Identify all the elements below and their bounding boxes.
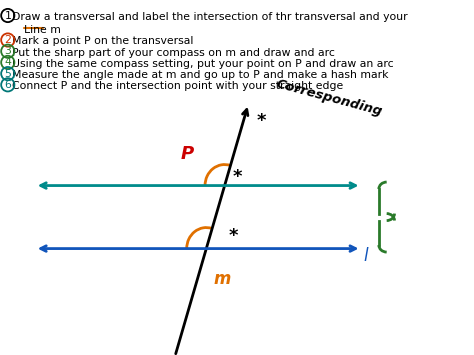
Text: 2: 2: [4, 35, 11, 45]
Text: P: P: [181, 145, 194, 163]
Text: l: l: [364, 247, 368, 264]
Text: m: m: [213, 269, 231, 288]
Text: *: *: [233, 168, 242, 186]
Text: Line m: Line m: [24, 25, 61, 35]
Text: 6: 6: [4, 80, 11, 90]
Text: Draw a transversal and label the intersection of thr transversal and your: Draw a transversal and label the interse…: [12, 12, 408, 22]
Text: Mark a point P on the transversal: Mark a point P on the transversal: [12, 37, 193, 47]
Text: *: *: [256, 112, 266, 130]
Text: Connect P and the intersection point with your straight edge: Connect P and the intersection point wit…: [12, 81, 344, 91]
Text: 5: 5: [4, 69, 11, 78]
Text: 1: 1: [4, 11, 11, 21]
Text: Put the sharp part of your compass on m and draw and arc: Put the sharp part of your compass on m …: [12, 48, 335, 58]
Text: 3: 3: [4, 46, 11, 56]
Text: Corresponding: Corresponding: [274, 77, 383, 119]
Text: 4: 4: [4, 58, 11, 67]
Text: *: *: [228, 227, 237, 245]
Text: Measure the angle made at m and go up to P and make a hash mark: Measure the angle made at m and go up to…: [12, 70, 389, 80]
Text: Using the same compass setting, put your point on P and draw an arc: Using the same compass setting, put your…: [12, 59, 394, 69]
